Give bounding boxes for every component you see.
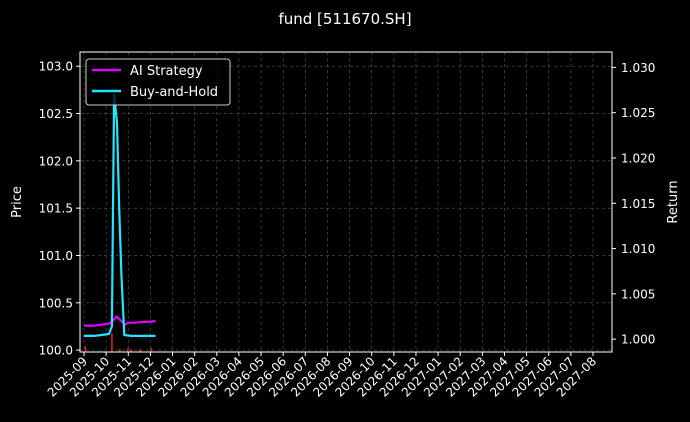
- series-line-ai-strategy: [84, 315, 156, 327]
- y-right-tick-label: 1.010: [621, 242, 655, 256]
- y-right-tick-label: 1.005: [621, 287, 655, 301]
- y-left-tick-label: 100.5: [39, 296, 73, 310]
- series-line-buy-and-hold: [84, 93, 156, 337]
- y-left-tick-label: 101.5: [39, 202, 73, 216]
- y-right-tick-label: 1.000: [621, 333, 655, 347]
- y-left-tick-label: 102.5: [39, 107, 73, 121]
- legend-label-buy-and-hold: Buy-and-Hold: [130, 85, 218, 100]
- left-y-axis: 100.0 100.5 101.0 101.5 102.0 102.5 103.0: [39, 60, 80, 358]
- y-right-tick-label: 1.020: [621, 151, 655, 165]
- y-left-tick-label: 101.0: [39, 249, 73, 263]
- legend-box: [85, 58, 231, 106]
- y-left-tick-label: 102.0: [39, 154, 73, 168]
- right-y-axis: 1.000 1.005 1.010 1.015 1.020 1.025 1.030: [612, 61, 655, 347]
- y-axis-label-left: Price: [10, 186, 25, 218]
- plot-frame: [79, 51, 613, 353]
- y-right-tick-label: 1.025: [621, 106, 655, 120]
- y-right-tick-label: 1.015: [621, 197, 655, 211]
- legend-label-ai-strategy: AI Strategy: [130, 64, 203, 79]
- series-lines: [84, 93, 156, 337]
- y-axis-label-right: Return: [666, 180, 681, 223]
- y-left-tick-label: 103.0: [39, 60, 73, 74]
- legend: AI Strategy Buy-and-Hold: [85, 58, 231, 106]
- chart-title: fund [511670.SH]: [278, 10, 411, 28]
- y-right-tick-label: 1.030: [621, 61, 655, 75]
- y-left-tick-label: 100.0: [39, 344, 73, 358]
